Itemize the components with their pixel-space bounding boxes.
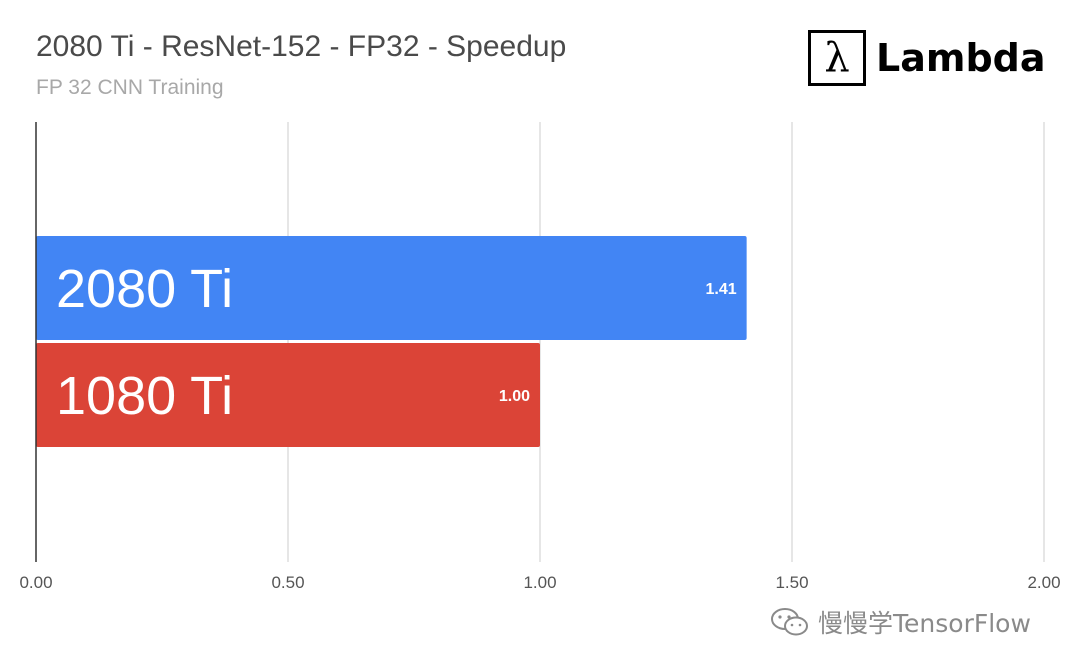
bar [36, 343, 540, 447]
x-tick-label: 0.00 [19, 573, 52, 592]
watermark: 慢慢学TensorFlow [770, 604, 1031, 640]
lambda-icon: λ [808, 30, 866, 86]
lambda-logo: λ Lambda [808, 30, 1046, 86]
x-tick-label: 1.50 [775, 573, 808, 592]
data-label: 1.41 [705, 281, 736, 298]
chart-subtitle: FP 32 CNN Training [36, 76, 224, 99]
chart-title: 2080 Ti - ResNet-152 - FP32 - Speedup [36, 30, 567, 63]
data-label: 1.00 [499, 388, 530, 405]
logo-text: Lambda [876, 36, 1046, 80]
watermark-text: 慢慢学TensorFlow [818, 609, 1031, 638]
category-label: 2080 Ti [56, 259, 233, 319]
category-label: 1080 Ti [56, 366, 233, 426]
x-tick-label: 2.00 [1027, 573, 1060, 592]
x-tick-label: 0.50 [271, 573, 304, 592]
wechat-icon [771, 608, 808, 636]
bar [36, 236, 747, 340]
x-tick-label: 1.00 [523, 573, 556, 592]
